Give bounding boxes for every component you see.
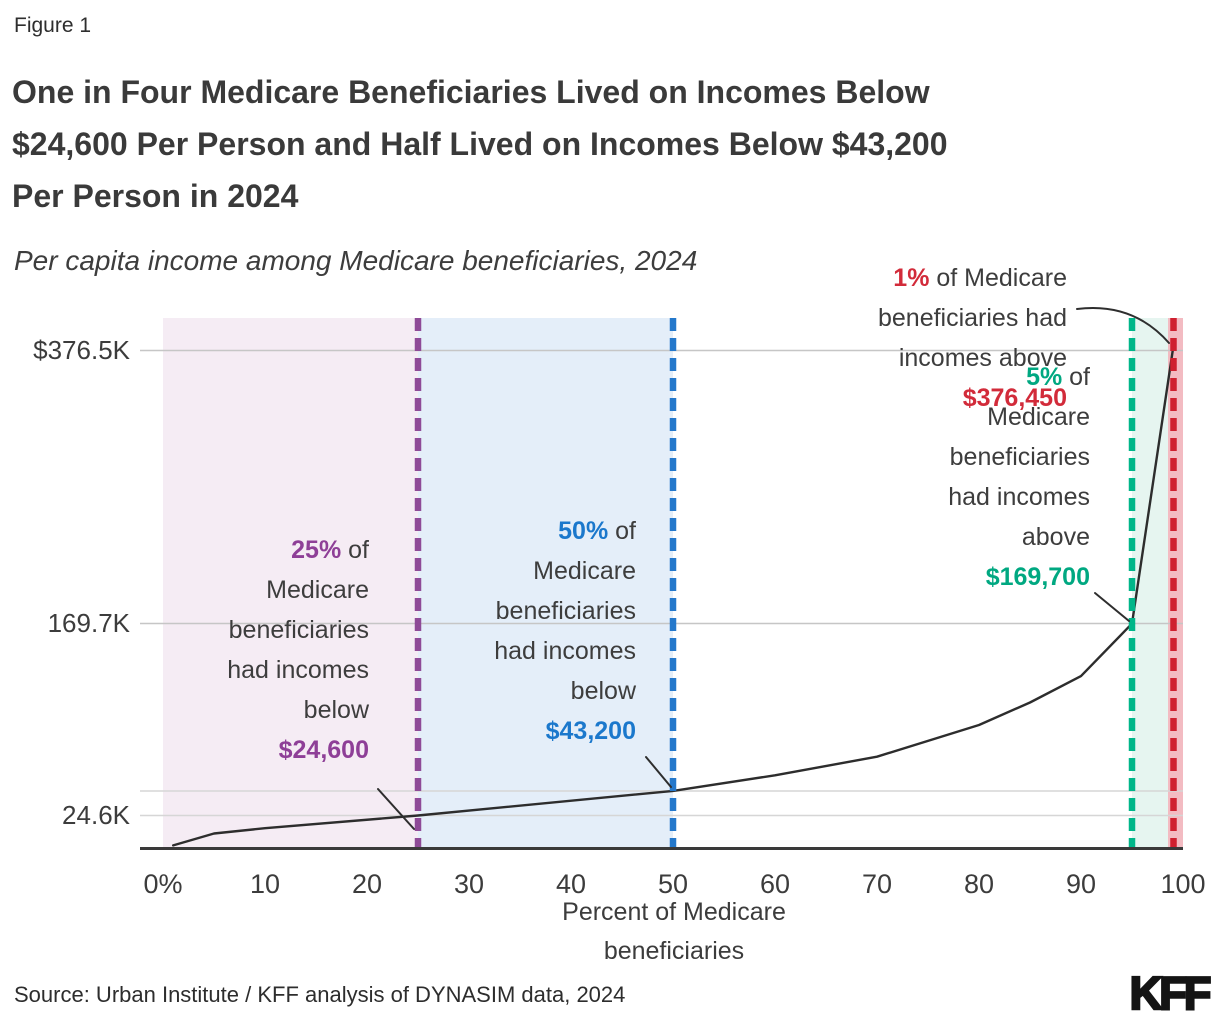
income-curve [171,348,1175,847]
annotation-50-percent: 50% of Medicare beneficiaries had income… [494,511,636,751]
chart-title-line-2: $24,600 Per Person and Half Lived on Inc… [12,126,948,162]
highlight-1-percent: 1% [893,264,930,292]
leader-line-24600 [377,788,415,830]
kff-logo: KFF [1128,966,1212,1020]
annotation-line: beneficiaries [495,597,636,625]
annotation-text: of [1062,363,1090,391]
highlight-25-percent: 25% [291,536,342,564]
annotation-line: had incomes [494,637,636,665]
annotation-text: of [608,517,636,545]
annotation-line: Medicare [266,576,369,604]
annotation-line: incomes above [898,344,1067,372]
annotation-line: Medicare [533,557,636,585]
chart-title: One in Four Medicare Beneficiaries Lived… [12,66,1207,222]
x-tick-20: 20 [351,869,383,899]
x-tick-70: 70 [861,869,893,899]
annotation-line: 5% of [948,357,1090,397]
region-below-25th-percentile [163,318,418,847]
annotation-line: below [570,677,636,705]
x-tick-100: 100 [1160,869,1206,899]
chart-subtitle: Per capita income among Medicare benefic… [14,245,698,276]
annotation-line: below [303,696,369,724]
amount-169700: $169,700 [985,563,1090,591]
annotation-line: 25% of [227,530,369,570]
annotation-line: above [1021,523,1090,551]
y-tick-169-7k: 169.7K [47,608,130,638]
annotation-line: beneficiaries had [877,304,1067,332]
annotation-line: had incomes [948,483,1090,511]
x-axis-title-line-1: Percent of Medicare [562,898,786,926]
x-tick-80: 80 [963,869,995,899]
x-tick-0: 0% [143,869,183,899]
annotation-5-percent: 5% of Medicare beneficiaries had incomes… [948,357,1090,597]
x-tick-30: 30 [453,869,485,899]
chart-title-line-3: Per Person in 2024 [12,178,299,214]
annotation-line: beneficiaries [228,616,369,644]
x-axis-title-line-2: beneficiaries [603,937,745,965]
annotation-text: of [341,536,369,564]
x-tick-10: 10 [249,869,281,899]
annotation-line: had incomes [227,656,369,684]
annotation-25-percent: 25% of Medicare beneficiaries had income… [227,530,369,770]
x-tick-90: 90 [1065,869,1097,899]
figure-label: Figure 1 [14,14,92,37]
source-note: Source: Urban Institute / KFF analysis o… [14,982,626,1007]
annotation-text: of Medicare [929,264,1067,292]
y-tick-24-6k: 24.6K [62,800,130,830]
x-tick-50: 50 [657,869,689,899]
y-tick-376-5k: $376.5K [33,335,130,365]
highlight-50-percent: 50% [558,517,609,545]
x-axis-title: Percent of Medicare beneficiaries [424,893,924,971]
amount-24600: $24,600 [278,736,369,764]
x-tick-40: 40 [555,869,587,899]
annotation-line: 50% of [494,511,636,551]
annotation-line: beneficiaries [949,443,1090,471]
leader-line-43200 [645,756,672,788]
chart-title-line-1: One in Four Medicare Beneficiaries Lived… [12,74,930,110]
leader-line-376450 [1076,307,1170,344]
annotation-line: Medicare [987,403,1090,431]
amount-43200: $43,200 [545,717,636,745]
amount-376450: $376,450 [962,384,1067,412]
annotation-1-percent: 1% of Medicare beneficiaries had incomes… [878,258,1067,418]
annotation-line: 1% of Medicare [878,258,1067,298]
leader-line-169700 [1094,592,1130,622]
region-25th-to-50th-percentile [418,318,673,847]
x-tick-60: 60 [759,869,791,899]
highlight-5-percent: 5% [1026,363,1063,391]
